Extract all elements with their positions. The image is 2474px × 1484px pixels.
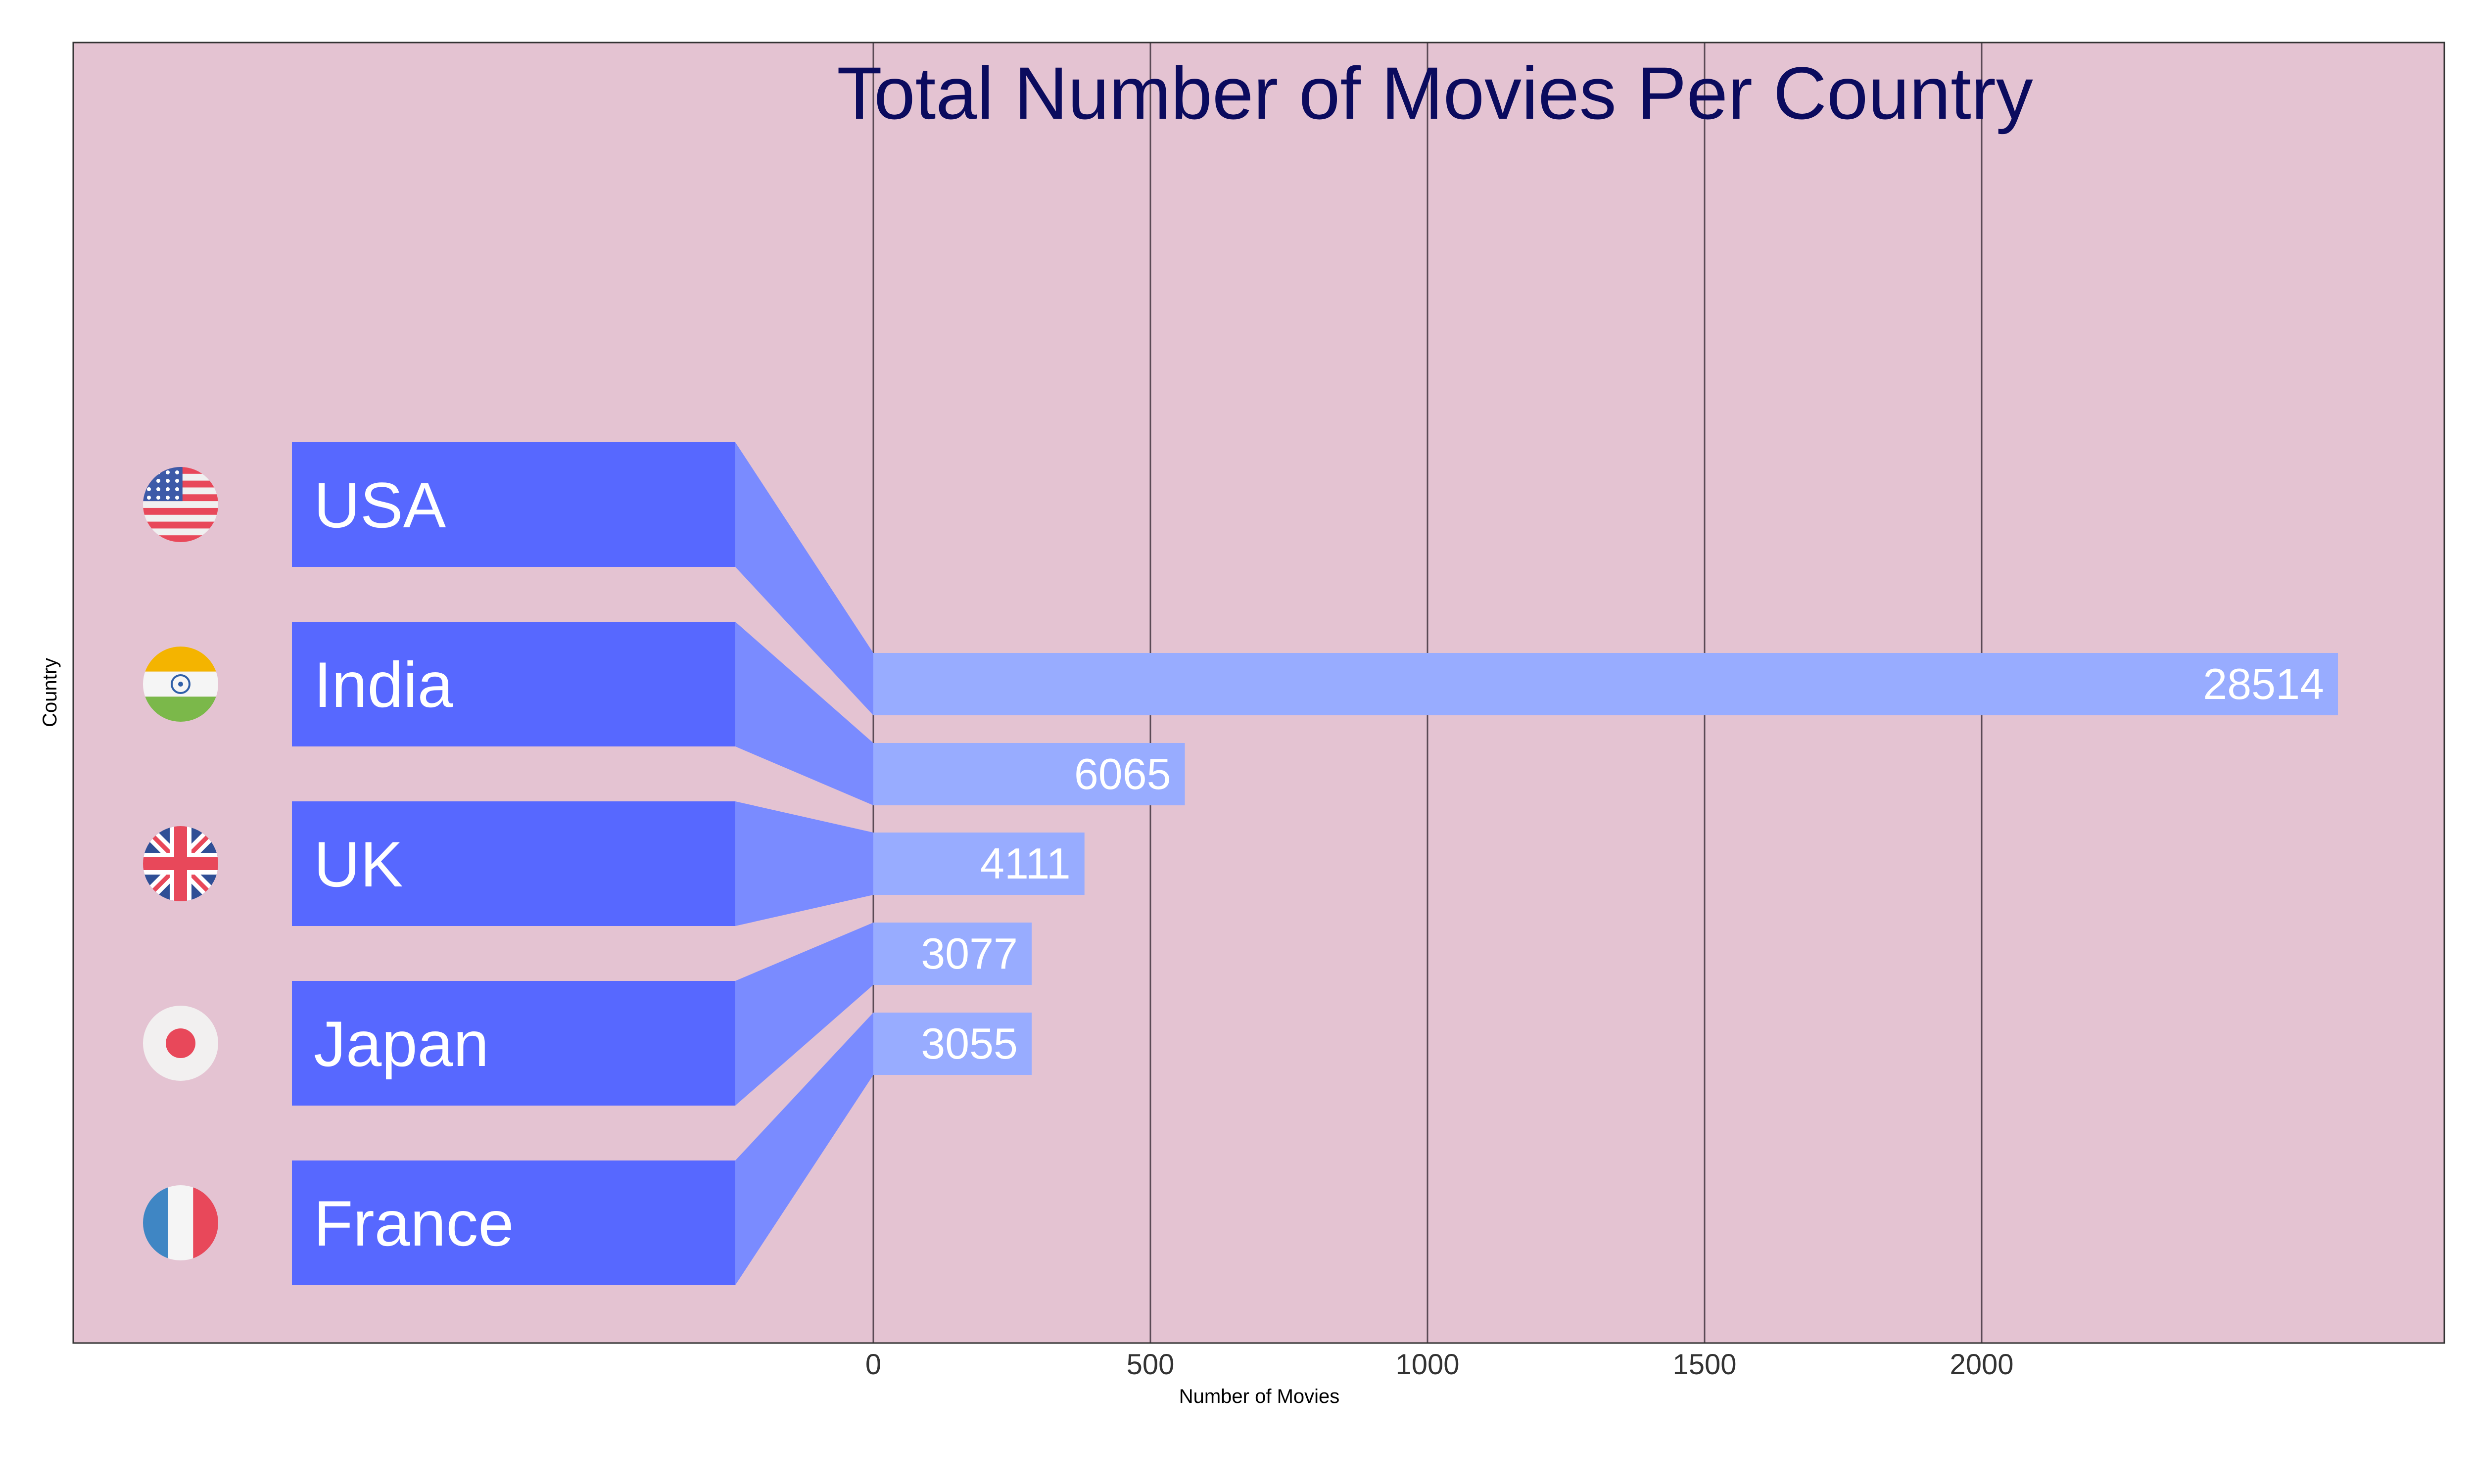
plot-frame — [72, 42, 2445, 1344]
category-box-india — [292, 622, 735, 746]
chart-title: Total Number of Movies Per Country — [837, 51, 2033, 135]
uk-flag-icon — [143, 826, 218, 901]
connector-shapes — [735, 442, 873, 1285]
bar-japan — [873, 923, 1032, 985]
japan-flag-icon — [143, 1006, 218, 1081]
category-label-boxes: USA India UK Japan France — [292, 442, 735, 1285]
france-flag-icon — [143, 1185, 218, 1260]
bar-value-label: 3055 — [921, 1019, 1018, 1068]
x-tick-label: 2000 — [1950, 1348, 2013, 1381]
x-tick-label: 1000 — [1395, 1348, 1459, 1381]
bar-india — [873, 743, 1185, 805]
connector-shape — [735, 622, 873, 805]
bar-usa — [873, 653, 2338, 715]
category-label: France — [314, 1187, 514, 1259]
category-box-france — [292, 1160, 735, 1285]
category-box-japan — [292, 981, 735, 1106]
india-flag-icon — [143, 647, 218, 722]
connector-shape — [735, 1013, 873, 1285]
x-tick-label: 500 — [1127, 1348, 1175, 1381]
bar-france — [873, 1013, 1032, 1075]
connector-shape — [735, 801, 873, 926]
x-tick-labels: 0 500 1000 1500 2000 — [865, 1348, 2014, 1381]
connector-shape — [735, 923, 873, 1106]
bar-value-label: 4111 — [980, 839, 1071, 888]
y-axis-label: Country — [39, 658, 61, 727]
usa-flag-icon — [143, 467, 218, 542]
bar-uk — [873, 833, 1085, 895]
category-label: India — [314, 649, 454, 721]
connector-shape — [735, 442, 873, 715]
category-box-usa — [292, 442, 735, 567]
bar-value-label: 3077 — [921, 929, 1018, 978]
bar-value-label: 28514 — [2203, 659, 2324, 708]
category-label: Japan — [314, 1008, 489, 1080]
x-tick-label: 1500 — [1672, 1348, 1736, 1381]
x-tick-label: 0 — [865, 1348, 881, 1381]
category-label: UK — [314, 828, 403, 900]
category-box-uk — [292, 801, 735, 926]
bar-value-label: 6065 — [1074, 749, 1171, 798]
category-label: USA — [314, 469, 446, 541]
x-axis-label: Number of Movies — [1179, 1386, 1340, 1407]
